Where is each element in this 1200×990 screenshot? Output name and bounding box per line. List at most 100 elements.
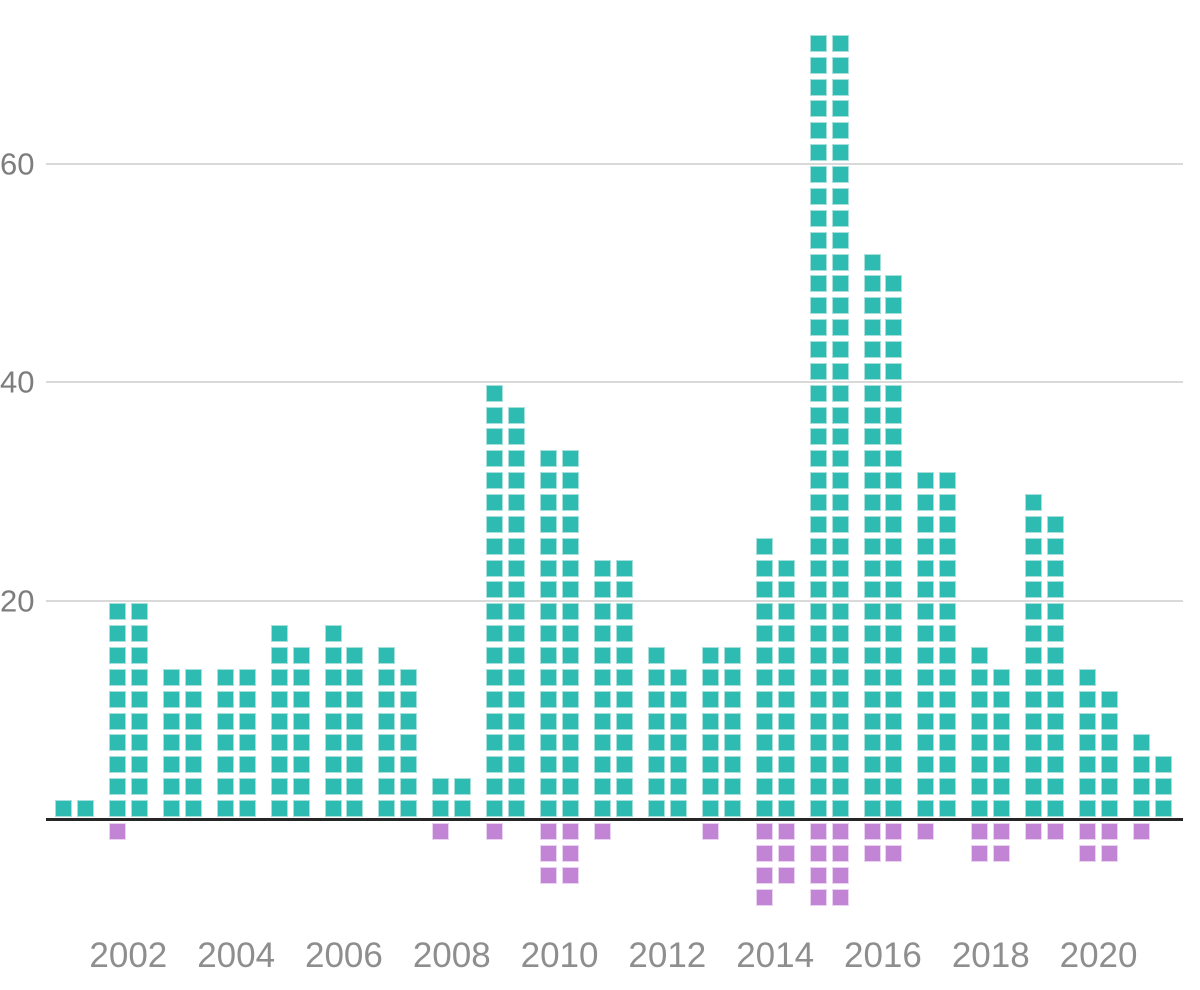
waffle-square-positive (885, 625, 903, 643)
waffle-square-positive (346, 646, 364, 664)
waffle-square-positive (540, 493, 558, 511)
waffle-square-positive (216, 756, 234, 774)
waffle-square-positive (831, 450, 849, 468)
waffle-square-positive (346, 799, 364, 817)
waffle-square-positive (809, 100, 827, 118)
waffle-square-positive (701, 734, 719, 752)
bar-positive-2019-col2 (1047, 515, 1065, 817)
waffle-square-positive (831, 559, 849, 577)
waffle-square-positive (863, 450, 881, 468)
waffle-square-negative (885, 823, 903, 840)
waffle-square-positive (130, 799, 148, 817)
waffle-square-positive (777, 559, 795, 577)
waffle-square-positive (831, 275, 849, 293)
waffle-square-positive (615, 756, 633, 774)
x-tick-label-2012: 2012 (628, 936, 707, 975)
waffle-square-positive (971, 799, 989, 817)
waffle-square-negative (1133, 823, 1150, 840)
waffle-square-positive (1025, 668, 1043, 686)
waffle-square-positive (108, 778, 126, 796)
waffle-square-positive (863, 625, 881, 643)
bar-negative-2021-col1 (1133, 823, 1150, 840)
waffle-square-positive (939, 493, 957, 511)
waffle-square-positive (971, 734, 989, 752)
waffle-square-positive (400, 756, 418, 774)
waffle-square-positive (809, 668, 827, 686)
waffle-square-positive (1025, 778, 1043, 796)
waffle-square-positive (324, 625, 342, 643)
waffle-square-positive (508, 559, 526, 577)
waffle-square-positive (270, 646, 288, 664)
waffle-square-positive (809, 319, 827, 337)
waffle-square-positive (486, 690, 504, 708)
waffle-square-negative (1101, 823, 1118, 840)
waffle-square-positive (669, 668, 687, 686)
bar-negative-2020-col1 (1079, 823, 1097, 862)
waffle-square-positive (540, 472, 558, 490)
waffle-square-positive (378, 799, 396, 817)
waffle-square-positive (885, 515, 903, 533)
waffle-square-positive (432, 778, 450, 796)
waffle-square-negative (777, 823, 795, 840)
waffle-square-positive (777, 646, 795, 664)
waffle-square-positive (777, 668, 795, 686)
waffle-square-positive (971, 690, 989, 708)
waffle-square-positive (939, 712, 957, 730)
waffle-square-positive (324, 756, 342, 774)
bar-negative-2017-col1 (917, 823, 935, 840)
waffle-square-positive (486, 668, 504, 686)
waffle-square-positive (108, 734, 126, 752)
waffle-square-positive (863, 340, 881, 358)
waffle-square-positive (723, 646, 741, 664)
waffle-square-positive (1047, 668, 1065, 686)
waffle-square-positive (346, 668, 364, 686)
waffle-square-positive (777, 581, 795, 599)
waffle-square-positive (400, 778, 418, 796)
bar-negative-2014-col2 (777, 823, 795, 884)
bar-positive-2001-col2 (76, 800, 94, 817)
bar-positive-2010-col1 (540, 450, 558, 817)
waffle-square-positive (777, 778, 795, 796)
waffle-square-positive (647, 646, 665, 664)
waffle-square-negative (755, 823, 773, 840)
waffle-square-positive (755, 625, 773, 643)
waffle-square-positive (885, 646, 903, 664)
waffle-square-positive (130, 603, 148, 621)
waffle-square-positive (1025, 515, 1043, 533)
waffle-square-negative (917, 823, 935, 840)
waffle-square-positive (162, 668, 180, 686)
waffle-square-positive (831, 319, 849, 337)
waffle-square-positive (917, 472, 935, 490)
waffle-square-positive (809, 34, 827, 52)
waffle-square-positive (809, 799, 827, 817)
waffle-square-positive (486, 428, 504, 446)
waffle-square-positive (831, 100, 849, 118)
waffle-square-positive (669, 690, 687, 708)
waffle-square-positive (1101, 712, 1118, 730)
waffle-square-positive (863, 668, 881, 686)
waffle-square-positive (701, 668, 719, 686)
waffle-square-positive (378, 778, 396, 796)
waffle-square-positive (701, 799, 719, 817)
bar-positive-2013-col1 (701, 646, 719, 817)
waffle-square-positive (885, 450, 903, 468)
waffle-square-positive (615, 712, 633, 730)
waffle-square-positive (647, 734, 665, 752)
waffle-square-positive (130, 734, 148, 752)
waffle-square-positive (615, 778, 633, 796)
waffle-square-positive (216, 734, 234, 752)
waffle-square-positive (939, 581, 957, 599)
waffle-square-positive (292, 734, 310, 752)
waffle-square-positive (939, 646, 957, 664)
waffle-square-positive (831, 362, 849, 380)
waffle-square-positive (863, 406, 881, 424)
waffle-square-positive (346, 734, 364, 752)
waffle-square-positive (1047, 690, 1065, 708)
waffle-square-positive (885, 297, 903, 315)
waffle-square-positive (939, 625, 957, 643)
waffle-square-positive (939, 799, 957, 817)
waffle-square-positive (831, 756, 849, 774)
waffle-square-positive (669, 756, 687, 774)
waffle-square-positive (594, 778, 611, 796)
waffle-square-positive (831, 646, 849, 664)
